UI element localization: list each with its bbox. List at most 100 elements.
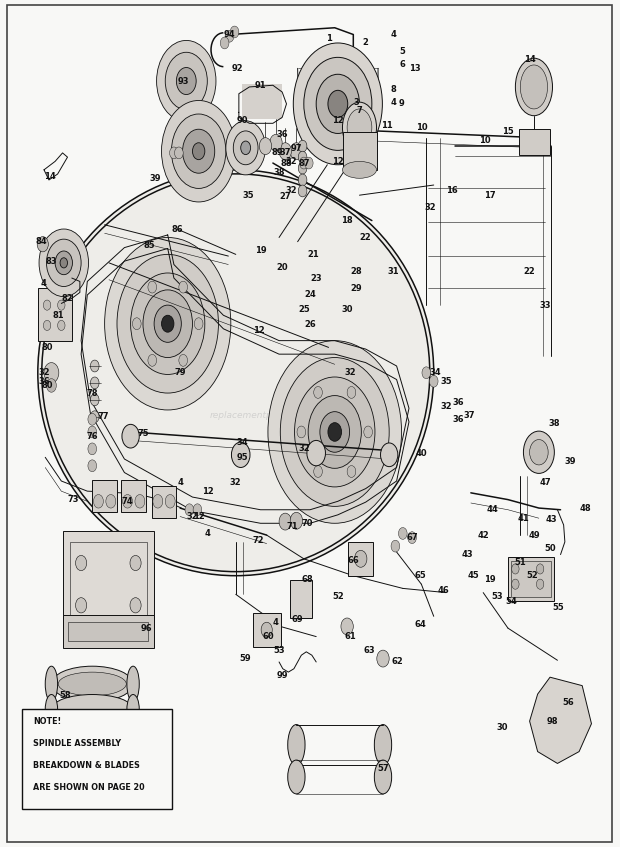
Text: 70: 70	[301, 518, 312, 528]
Circle shape	[170, 147, 178, 159]
Circle shape	[88, 426, 97, 438]
Text: 27: 27	[280, 192, 291, 202]
Text: 37: 37	[463, 411, 475, 419]
Circle shape	[364, 426, 373, 438]
Text: 30: 30	[342, 305, 353, 314]
Text: 82: 82	[62, 294, 73, 303]
Circle shape	[43, 320, 51, 330]
Bar	[63, 531, 154, 628]
Text: 56: 56	[563, 698, 575, 707]
Ellipse shape	[127, 667, 140, 701]
Circle shape	[512, 579, 519, 590]
Text: 17: 17	[484, 191, 495, 200]
Text: 22: 22	[360, 233, 371, 242]
Circle shape	[37, 236, 48, 252]
Circle shape	[355, 551, 367, 567]
Circle shape	[58, 300, 65, 310]
Circle shape	[131, 273, 205, 374]
Text: 89: 89	[272, 148, 283, 158]
Text: 30: 30	[496, 723, 508, 733]
Text: 4: 4	[391, 97, 396, 107]
Circle shape	[290, 143, 303, 160]
Text: 10: 10	[479, 136, 490, 145]
Bar	[68, 623, 148, 641]
Text: 4: 4	[391, 30, 396, 39]
Circle shape	[314, 466, 322, 478]
Text: 36: 36	[453, 398, 464, 407]
Ellipse shape	[51, 667, 133, 701]
Text: 98: 98	[547, 717, 558, 726]
Circle shape	[399, 528, 407, 540]
Text: replacementparts.com: replacementparts.com	[210, 411, 312, 419]
Text: 90: 90	[236, 116, 248, 125]
Ellipse shape	[58, 673, 126, 695]
Circle shape	[536, 564, 544, 574]
Bar	[70, 542, 148, 618]
Text: 97: 97	[291, 144, 302, 153]
Ellipse shape	[46, 178, 426, 567]
Circle shape	[122, 424, 140, 448]
Circle shape	[297, 426, 306, 438]
Bar	[122, 480, 146, 512]
Ellipse shape	[45, 667, 58, 701]
Circle shape	[60, 257, 68, 268]
Circle shape	[298, 141, 307, 152]
Circle shape	[91, 411, 99, 423]
Circle shape	[220, 37, 229, 49]
Circle shape	[261, 623, 272, 638]
Circle shape	[293, 43, 383, 165]
Circle shape	[130, 556, 141, 571]
Text: 77: 77	[97, 412, 108, 421]
Text: 91: 91	[255, 80, 267, 90]
Circle shape	[117, 254, 218, 393]
Circle shape	[94, 495, 104, 508]
Circle shape	[259, 138, 272, 155]
Circle shape	[299, 158, 308, 169]
Circle shape	[226, 121, 265, 174]
Text: 32: 32	[286, 157, 297, 166]
Text: 51: 51	[515, 557, 526, 567]
Text: 81: 81	[53, 311, 64, 320]
Circle shape	[76, 556, 87, 571]
Circle shape	[43, 300, 51, 310]
Text: BREAKDOWN & BLADES: BREAKDOWN & BLADES	[33, 761, 140, 770]
Text: 29: 29	[350, 284, 362, 293]
Text: 53: 53	[273, 645, 285, 655]
Bar	[511, 562, 551, 597]
Text: 96: 96	[140, 623, 152, 633]
Circle shape	[91, 394, 99, 406]
Circle shape	[347, 466, 356, 478]
Text: 4: 4	[177, 479, 183, 487]
Text: 4: 4	[41, 280, 47, 289]
Text: 84: 84	[35, 237, 46, 246]
Text: 74: 74	[122, 497, 133, 506]
Text: 61: 61	[344, 632, 356, 641]
Text: 34: 34	[236, 438, 248, 446]
Text: 87: 87	[298, 158, 309, 168]
Circle shape	[192, 143, 205, 160]
Text: 99: 99	[277, 671, 288, 680]
Text: 57: 57	[377, 764, 389, 773]
Circle shape	[143, 290, 192, 357]
Circle shape	[298, 174, 307, 185]
Text: 36: 36	[453, 415, 464, 424]
Circle shape	[408, 532, 417, 544]
Text: 12: 12	[254, 326, 265, 335]
Text: NOTE!: NOTE!	[33, 717, 61, 726]
Text: 1: 1	[326, 34, 332, 43]
Text: 37: 37	[280, 148, 291, 158]
Text: 32: 32	[187, 512, 198, 521]
Text: 80: 80	[42, 343, 53, 352]
Circle shape	[157, 41, 216, 122]
Text: 32: 32	[344, 368, 356, 377]
Circle shape	[166, 495, 175, 508]
Bar	[92, 480, 117, 512]
Text: 67: 67	[406, 533, 418, 542]
Circle shape	[314, 386, 322, 398]
Circle shape	[44, 363, 59, 383]
Circle shape	[225, 30, 234, 42]
Text: 94: 94	[224, 30, 236, 39]
Circle shape	[391, 540, 400, 552]
Circle shape	[58, 320, 65, 330]
Text: 92: 92	[232, 64, 244, 73]
